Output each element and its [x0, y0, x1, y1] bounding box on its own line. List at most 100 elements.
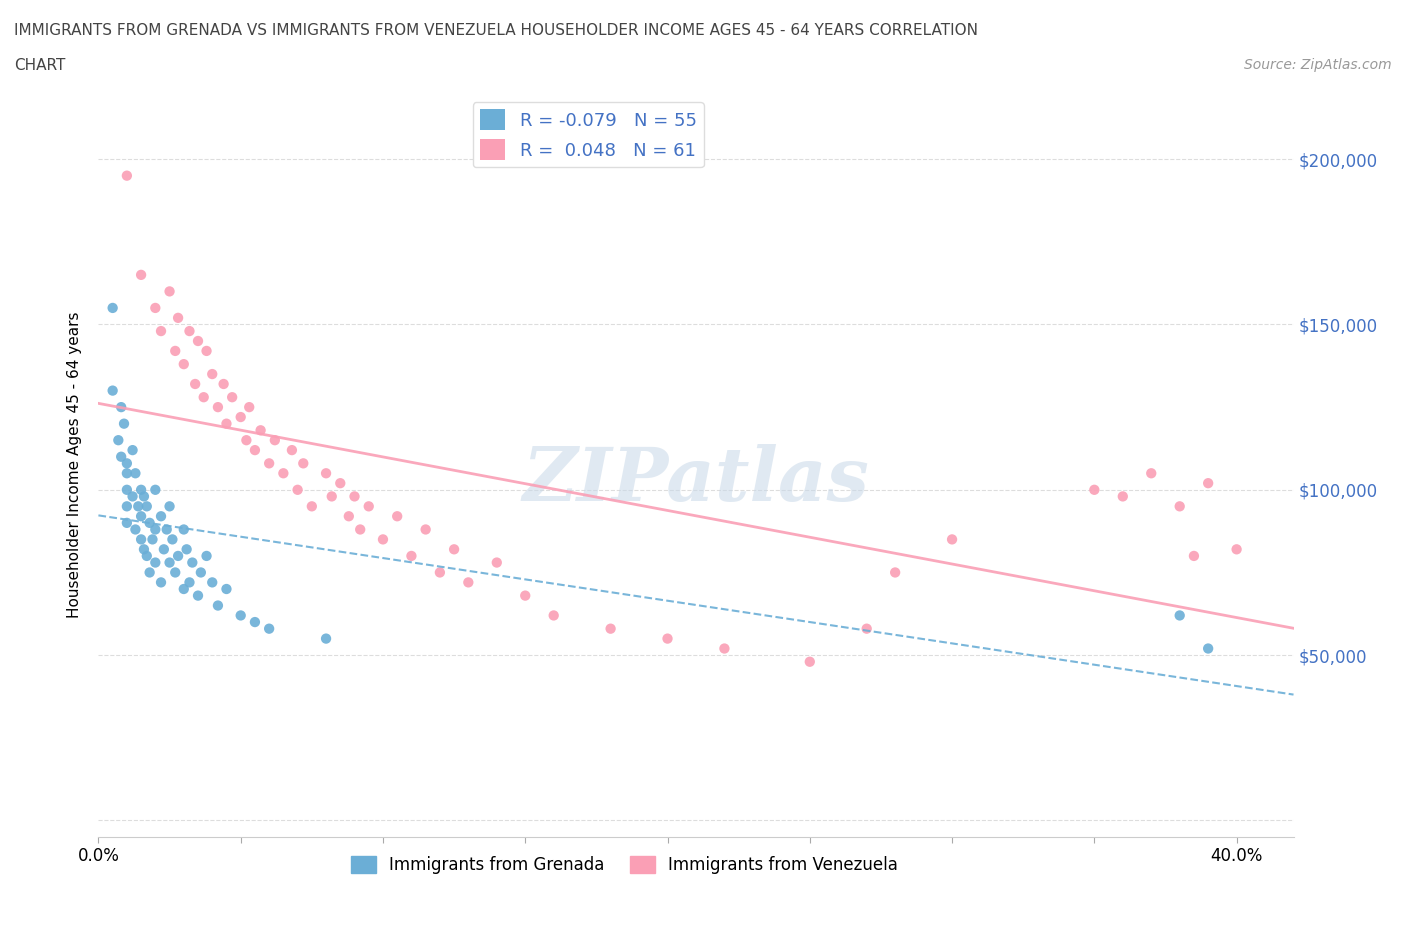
Point — [385, 509, 409, 524]
Point — [165, 565, 187, 580]
Point — [115, 515, 138, 530]
Text: Source: ZipAtlas.com: Source: ZipAtlas.com — [1244, 58, 1392, 72]
Point — [195, 549, 218, 564]
Point — [287, 483, 309, 498]
Point — [143, 555, 166, 570]
Point — [1226, 542, 1249, 557]
Point — [263, 432, 285, 447]
Point — [129, 509, 152, 524]
Point — [115, 483, 138, 498]
Point — [301, 498, 323, 513]
Point — [257, 456, 280, 471]
Point — [165, 343, 187, 358]
Point — [515, 588, 537, 603]
Point — [179, 575, 201, 590]
Point — [273, 466, 295, 481]
Point — [115, 498, 138, 513]
Point — [221, 390, 243, 405]
Point — [371, 532, 394, 547]
Point — [184, 377, 207, 392]
Point — [159, 284, 181, 299]
Point — [485, 555, 508, 570]
Point — [657, 631, 679, 646]
Point — [207, 400, 229, 415]
Point — [799, 655, 821, 670]
Point — [115, 168, 138, 183]
Point — [599, 621, 621, 636]
Point — [132, 542, 155, 557]
Point — [141, 532, 163, 547]
Point — [176, 542, 198, 557]
Text: ZIPatlas: ZIPatlas — [523, 444, 869, 516]
Point — [173, 581, 195, 596]
Point — [243, 443, 266, 458]
Point — [138, 515, 160, 530]
Point — [195, 343, 218, 358]
Point — [132, 489, 155, 504]
Point — [150, 509, 173, 524]
Point — [190, 565, 212, 580]
Point — [229, 409, 252, 424]
Point — [321, 489, 343, 504]
Point — [1197, 641, 1219, 656]
Point — [207, 598, 229, 613]
Point — [457, 575, 479, 590]
Point — [212, 377, 235, 392]
Point — [115, 466, 138, 481]
Point — [257, 621, 280, 636]
Point — [249, 423, 271, 438]
Point — [1112, 489, 1135, 504]
Point — [138, 565, 160, 580]
Point — [121, 443, 143, 458]
Point — [124, 522, 146, 537]
Point — [110, 400, 132, 415]
Point — [1168, 608, 1191, 623]
Point — [357, 498, 380, 513]
Point — [1182, 549, 1205, 564]
Point — [238, 400, 260, 415]
Point — [162, 532, 184, 547]
Point — [110, 449, 132, 464]
Point — [187, 334, 209, 349]
Point — [329, 476, 352, 491]
Point — [101, 300, 124, 315]
Point — [1197, 476, 1219, 491]
Point — [135, 549, 157, 564]
Point — [243, 615, 266, 630]
Point — [235, 432, 257, 447]
Point — [167, 311, 190, 325]
Point — [543, 608, 565, 623]
Point — [884, 565, 907, 580]
Point — [129, 268, 152, 283]
Point — [153, 542, 176, 557]
Point — [181, 555, 204, 570]
Point — [315, 631, 337, 646]
Point — [292, 456, 315, 471]
Point — [143, 522, 166, 537]
Point — [129, 483, 152, 498]
Point — [121, 489, 143, 504]
Point — [941, 532, 963, 547]
Point — [229, 608, 252, 623]
Point — [124, 466, 146, 481]
Point — [187, 588, 209, 603]
Point — [167, 549, 190, 564]
Point — [115, 456, 138, 471]
Point — [1140, 466, 1163, 481]
Point — [1168, 498, 1191, 513]
Point — [193, 390, 215, 405]
Y-axis label: Householder Income Ages 45 - 64 years: Householder Income Ages 45 - 64 years — [67, 312, 83, 618]
Point — [443, 542, 465, 557]
Point — [215, 581, 238, 596]
Point — [129, 532, 152, 547]
Point — [173, 522, 195, 537]
Point — [143, 300, 166, 315]
Point — [855, 621, 877, 636]
Point — [215, 417, 238, 432]
Point — [159, 555, 181, 570]
Point — [150, 324, 173, 339]
Point — [107, 432, 129, 447]
Point — [337, 509, 360, 524]
Text: CHART: CHART — [14, 58, 66, 73]
Point — [101, 383, 124, 398]
